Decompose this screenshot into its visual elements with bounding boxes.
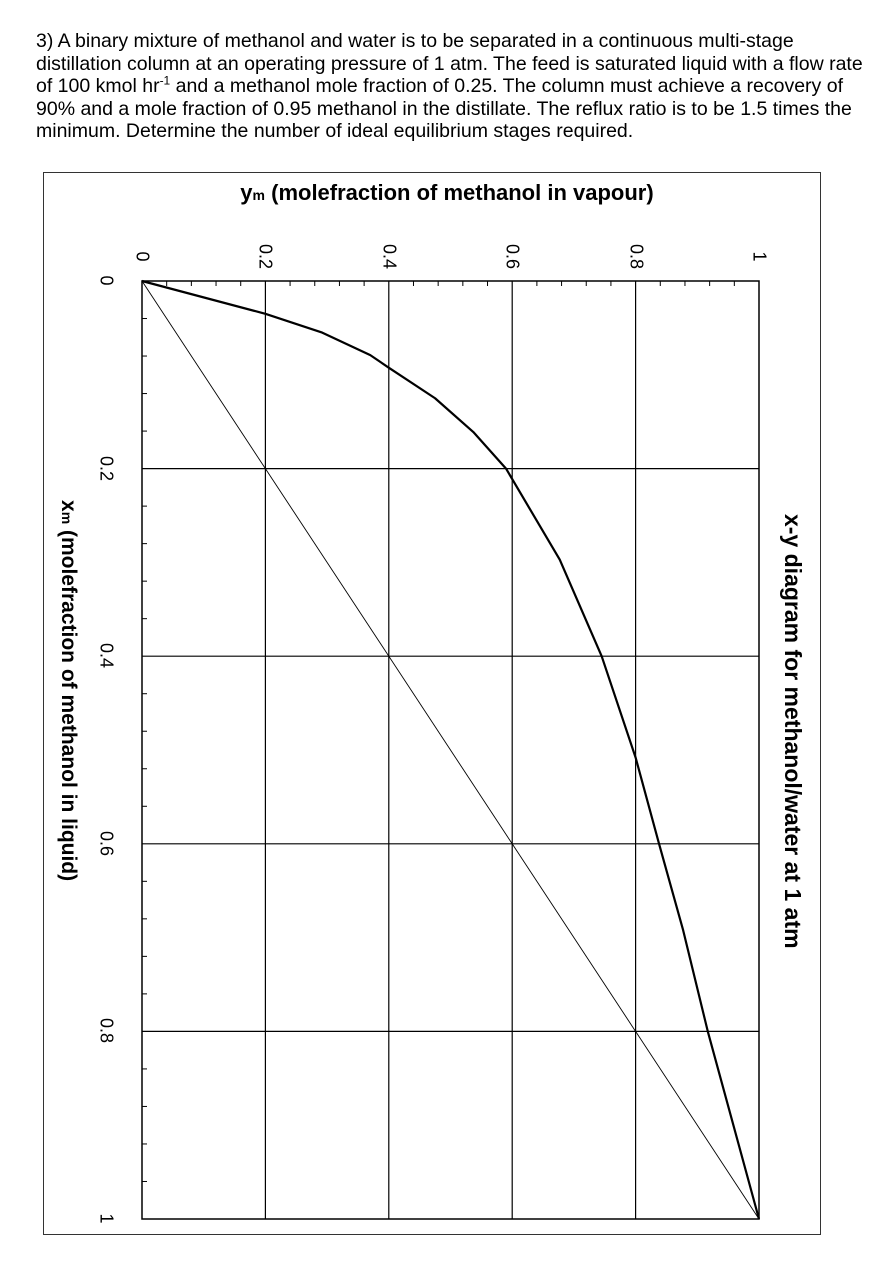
diagonal-line bbox=[141, 280, 760, 1220]
chart-frame bbox=[43, 172, 821, 1235]
gridlines bbox=[142, 281, 759, 1219]
equilibrium-curve bbox=[141, 279, 761, 1220]
plot-area-border bbox=[141, 280, 760, 1220]
problem-text-part-2: and a methanol mole fraction of 0.25. Th… bbox=[36, 75, 852, 143]
problem-text-part-1: 3) A binary mixture of methanol and wate… bbox=[36, 30, 863, 98]
y-axis-label: ym (molefraction of methanol in vapour) bbox=[240, 180, 654, 205]
problem-statement: 3) A binary mixture of methanol and wate… bbox=[36, 30, 866, 143]
problem-superscript: -1 bbox=[159, 73, 171, 88]
minor-ticks bbox=[142, 281, 735, 1182]
data-series bbox=[141, 279, 761, 1220]
